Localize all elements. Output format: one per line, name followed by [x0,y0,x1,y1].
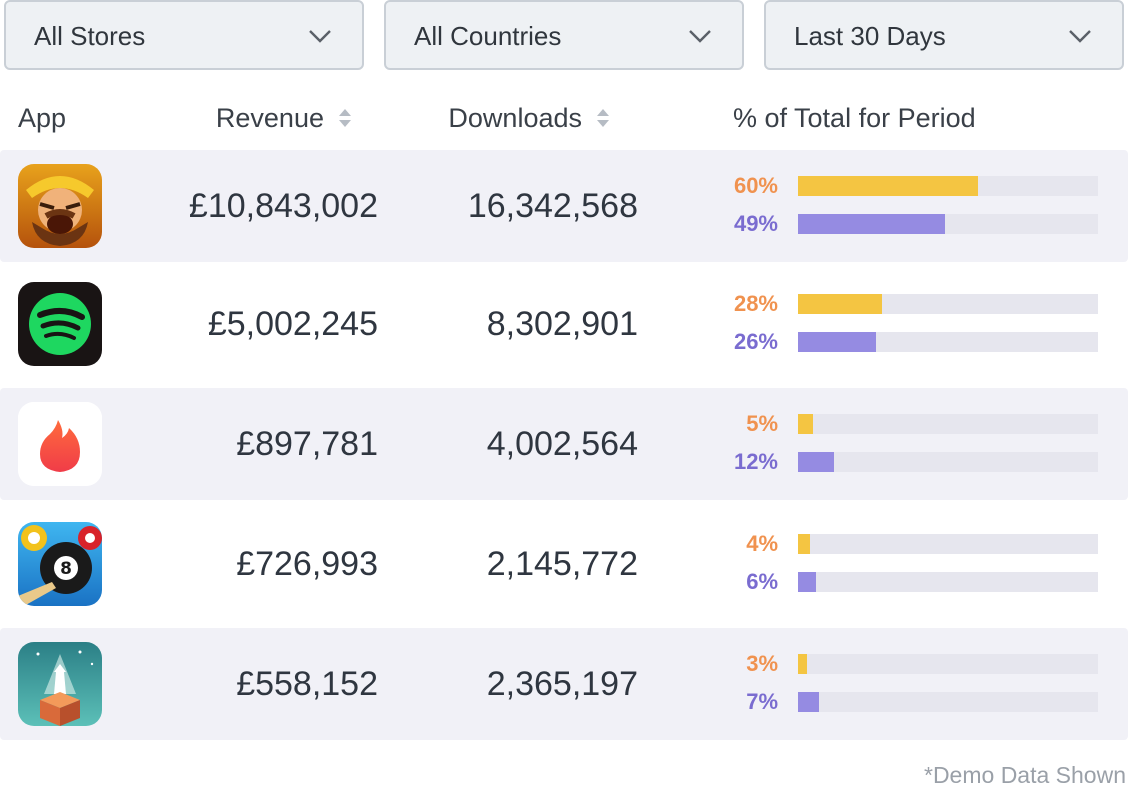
column-header-app: App [18,103,67,133]
monument-valley-icon [18,642,102,726]
column-header-revenue[interactable]: Revenue [216,96,352,140]
downloads-share-label: 49% [733,211,778,236]
sort-icon[interactable] [338,108,352,128]
downloads-share-label: 26% [733,329,778,354]
revenue-share-label: 5% [746,411,778,436]
revenue-share-bar [798,654,1098,674]
downloads-share-bar [798,214,1098,234]
revenue-value: £897,781 [236,425,378,463]
table-row[interactable]: £10,843,002 16,342,568 60% 49% [0,150,1128,262]
downloads-share-fill [798,692,819,712]
filter-bar: All Stores All Countries Last 30 Days [0,0,1128,72]
downloads-share-label: 7% [746,689,778,714]
revenue-value: £726,993 [236,545,378,583]
downloads-share-bar [798,452,1098,472]
8-ball-pool-icon: 8 [18,522,102,606]
tinder-icon [18,402,102,486]
downloads-value: 4,002,564 [486,425,638,463]
column-header-downloads-label: Downloads [448,103,582,133]
table-row[interactable]: £5,002,245 8,302,901 28% 26% [0,268,1128,380]
store-filter-value: All Stores [34,21,146,51]
revenue-value: £10,843,002 [188,187,378,225]
column-header-share: % of Total for Period [733,103,976,133]
downloads-value: 2,365,197 [486,665,638,703]
demo-data-footnote: *Demo Data Shown [924,762,1126,788]
revenue-share-fill [798,654,807,674]
country-filter-dropdown[interactable]: All Countries [384,0,744,70]
revenue-share-label: 28% [733,291,778,316]
sort-icon[interactable] [596,108,610,128]
revenue-share-bar [798,294,1098,314]
column-header-revenue-label: Revenue [215,103,324,133]
chevron-down-icon [309,30,331,43]
chevron-down-icon [1069,30,1091,43]
svg-text:8: 8 [60,559,72,579]
downloads-share-fill [798,332,876,352]
store-filter-dropdown[interactable]: All Stores [4,0,364,70]
revenue-share-fill [798,414,813,434]
revenue-value: £558,152 [236,665,378,703]
downloads-value: 2,145,772 [486,545,638,583]
downloads-share-label: 6% [746,569,778,594]
downloads-share-bar [798,332,1098,352]
table-row[interactable]: 8 £726,993 2,145,772 4% 6% [0,508,1128,620]
country-filter-value: All Countries [414,21,562,51]
downloads-share-bar [798,572,1098,592]
period-filter-value: Last 30 Days [794,21,946,51]
downloads-share-fill [798,572,816,592]
revenue-share-fill [798,534,810,554]
downloads-share-bar [798,692,1098,712]
table-row[interactable]: £897,781 4,002,564 5% 12% [0,388,1128,500]
revenue-share-bar [798,176,1098,196]
period-filter-dropdown[interactable]: Last 30 Days [764,0,1124,70]
revenue-share-fill [798,294,882,314]
table-header: App Revenue Downloads % of Total for Per… [0,96,1128,140]
chevron-down-icon [689,30,711,43]
revenue-share-label: 3% [746,651,778,676]
revenue-share-fill [798,176,978,196]
revenue-share-bar [798,414,1098,434]
clash-of-clans-icon [18,164,102,248]
downloads-share-fill [798,214,945,234]
revenue-share-label: 60% [733,173,778,198]
table-row[interactable]: £558,152 2,365,197 3% 7% [0,628,1128,740]
downloads-value: 16,342,568 [467,187,638,225]
column-header-downloads[interactable]: Downloads [448,96,610,140]
downloads-share-fill [798,452,834,472]
revenue-value: £5,002,245 [207,305,378,343]
revenue-share-bar [798,534,1098,554]
revenue-share-label: 4% [746,531,778,556]
downloads-share-label: 12% [733,449,778,474]
downloads-value: 8,302,901 [486,305,638,343]
spotify-icon [18,282,102,366]
